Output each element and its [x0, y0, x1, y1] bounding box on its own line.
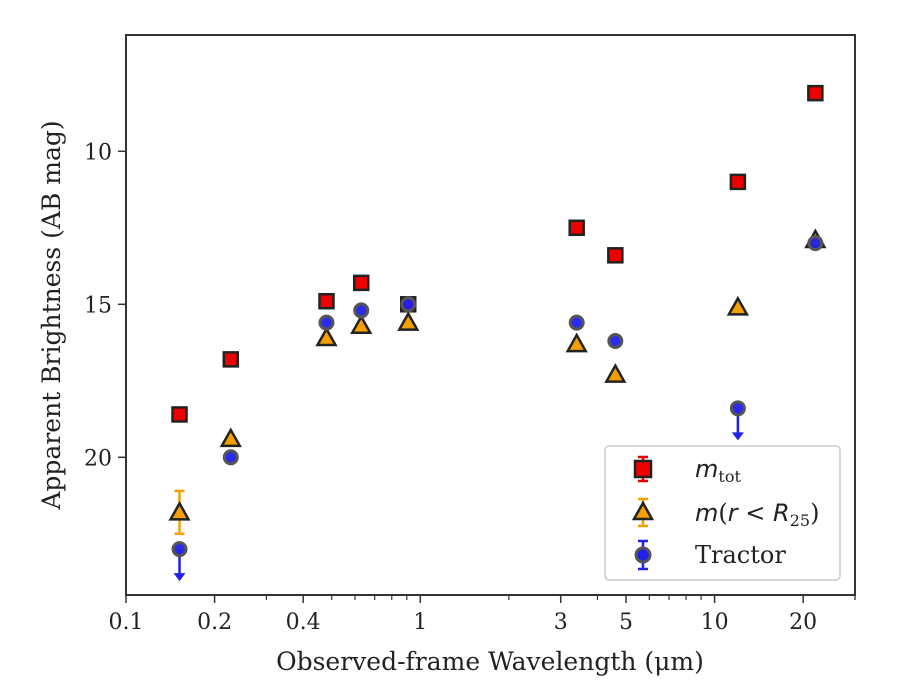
point-square-2: [318, 292, 335, 310]
legend-label-mtot: mtot: [695, 455, 741, 486]
point-square-5: [568, 219, 585, 237]
x-axis-label: Observed-frame Wavelength (μm): [276, 647, 704, 676]
x-tick-label-5: 5: [619, 610, 633, 635]
point-triangle-3: [350, 314, 373, 334]
legend-frame: [604, 445, 841, 581]
y-axis-ticks: 10 15 20: [84, 140, 126, 471]
point-triangle-6: [604, 363, 627, 383]
point-circle-1: [222, 449, 239, 466]
x-tick-label-4: 3: [554, 610, 568, 635]
point-square-0: [171, 406, 188, 423]
legend: mtot m(r < R25) Tractor: [604, 445, 841, 581]
point-square-7: [729, 173, 747, 191]
y-tick-label-0: 10: [84, 140, 112, 165]
point-circle-7: [729, 400, 746, 441]
point-square-6: [607, 247, 624, 264]
x-axis-ticks: 0.1 0.2 0.4 1 3 5 10 20: [109, 595, 856, 635]
point-triangle-4: [397, 311, 420, 331]
y-tick-label-1: 15: [84, 293, 112, 318]
legend-marker-tractor: [634, 539, 652, 571]
x-tick-label-0: 0.1: [109, 610, 144, 635]
data-marks: [168, 84, 827, 582]
point-circle-8: [807, 235, 824, 252]
legend-label-mr25: m(r < R25): [695, 499, 819, 530]
point-circle-4: [400, 296, 417, 313]
point-square-8: [807, 84, 824, 102]
legend-label-tractor: Tractor: [695, 541, 786, 569]
point-circle-3: [353, 302, 370, 319]
x-tick-label-2: 0.4: [286, 610, 321, 635]
y-tick-label-2: 20: [84, 446, 112, 471]
point-square-3: [352, 274, 370, 292]
point-triangle-2: [315, 326, 338, 347]
point-triangle-1: [219, 427, 242, 448]
point-square-1: [222, 351, 240, 368]
x-tick-label-3: 1: [413, 610, 427, 635]
x-tick-label-1: 0.2: [197, 610, 232, 635]
point-circle-5: [568, 314, 585, 331]
point-circle-2: [318, 314, 335, 331]
point-triangle-5: [565, 332, 588, 353]
x-tick-label-7: 20: [789, 610, 817, 635]
plot-frame: [125, 34, 856, 596]
legend-marker-mr25: [631, 497, 655, 528]
x-tick-label-6: 10: [701, 610, 729, 635]
point-triangle-7: [726, 295, 750, 316]
y-axis-label: Apparent Brightness (AB mag): [37, 120, 66, 510]
point-circle-0: [171, 541, 188, 582]
point-circle-6: [607, 333, 624, 350]
legend-marker-mtot: [633, 455, 653, 483]
point-triangle-0: [168, 489, 191, 536]
